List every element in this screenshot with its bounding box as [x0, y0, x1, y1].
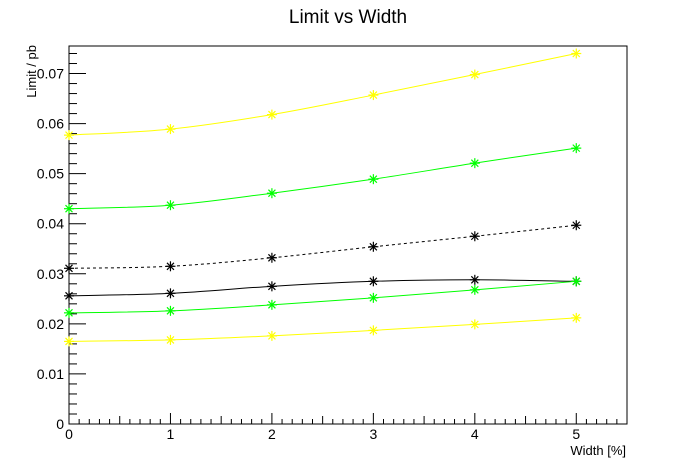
data-point	[571, 220, 582, 231]
series-line	[68, 317, 577, 342]
y-tick-label: 0	[56, 416, 64, 432]
series-line	[68, 224, 577, 269]
data-point	[368, 292, 379, 303]
data-point	[469, 158, 480, 169]
y-tick-label: 0.02	[37, 316, 64, 332]
data-point	[469, 284, 480, 295]
data-point	[64, 130, 74, 141]
data-point	[165, 200, 176, 211]
series-0	[64, 48, 582, 141]
y-tick-label: 0.05	[37, 166, 64, 182]
series-1	[64, 143, 582, 214]
data-point	[64, 203, 74, 214]
data-point	[266, 281, 277, 292]
y-axis-label: Limit / pb	[24, 45, 39, 98]
data-point	[571, 276, 582, 287]
x-tick-label: 3	[369, 426, 377, 442]
x-tick-label: 1	[167, 426, 175, 442]
y-tick-label: 0.04	[37, 216, 64, 232]
data-point	[571, 143, 582, 154]
y-tick-label: 0.07	[37, 66, 64, 82]
data-point	[571, 312, 582, 323]
data-point	[266, 188, 277, 199]
data-point	[368, 174, 379, 185]
series-5	[64, 312, 582, 347]
data-point	[165, 305, 176, 316]
data-point	[64, 307, 74, 318]
data-point	[266, 330, 277, 341]
data-point	[571, 48, 582, 59]
data-point	[368, 90, 379, 101]
y-tick-label: 0.01	[37, 366, 64, 382]
x-tick-label: 0	[65, 426, 73, 442]
series-4	[64, 276, 582, 318]
data-point	[165, 261, 176, 272]
data-point	[266, 109, 277, 120]
data-point	[368, 241, 379, 252]
x-tick-label: 5	[572, 426, 580, 442]
data-point	[368, 325, 379, 336]
series-line	[68, 53, 577, 136]
x-axis-label: Width [%]	[570, 443, 626, 458]
data-point	[469, 69, 480, 80]
data-point	[64, 263, 74, 274]
data-point	[64, 290, 74, 301]
y-tick-label: 0.03	[37, 266, 64, 282]
chart-title: Limit vs Width	[289, 7, 407, 28]
data-point	[165, 288, 176, 299]
data-point	[64, 336, 74, 347]
data-point	[469, 319, 480, 330]
y-tick-label: 0.06	[37, 116, 64, 132]
data-point	[266, 252, 277, 263]
series-2	[64, 220, 582, 274]
data-point	[165, 334, 176, 345]
data-point	[266, 299, 277, 310]
x-tick-label: 4	[471, 426, 479, 442]
data-point	[469, 231, 480, 242]
plot-frame	[68, 45, 628, 425]
x-tick-label: 2	[268, 426, 276, 442]
series-line	[68, 280, 577, 314]
data-point	[469, 274, 480, 285]
data-point	[368, 276, 379, 287]
data-point	[165, 124, 176, 135]
series-line	[68, 147, 577, 210]
series-line	[68, 279, 577, 297]
